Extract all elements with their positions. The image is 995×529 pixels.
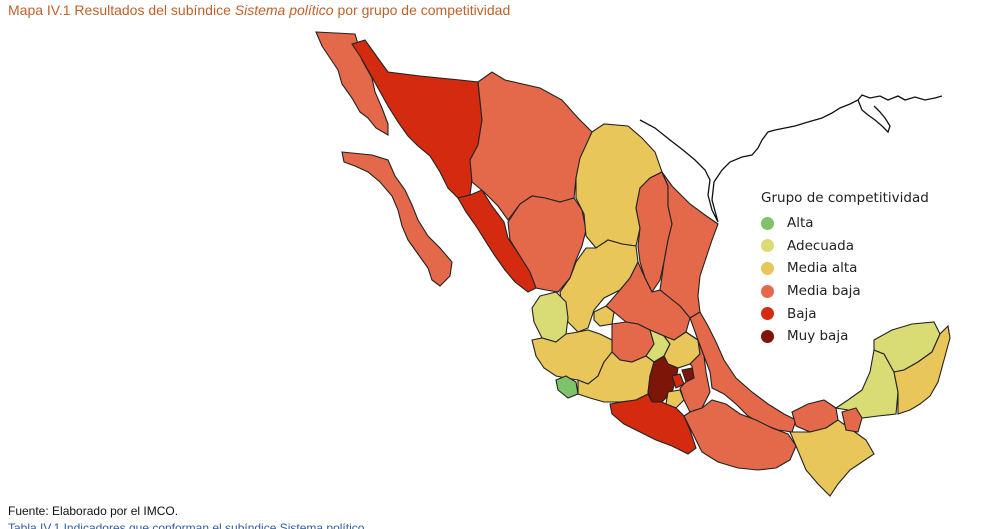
title-prefix: Mapa IV.1 Resultados del subíndice bbox=[8, 2, 235, 18]
state-guerrero bbox=[609, 393, 697, 455]
state-nayarit bbox=[531, 291, 569, 343]
legend-label: Muy baja bbox=[787, 328, 849, 345]
state-morelos bbox=[665, 389, 685, 409]
legend-label: Media baja bbox=[787, 283, 861, 300]
legend-label: Baja bbox=[787, 305, 817, 322]
legend-item: Baja bbox=[761, 302, 929, 325]
state-coahuila bbox=[575, 123, 663, 249]
legend-swatch bbox=[761, 239, 774, 253]
us-coastline bbox=[639, 94, 943, 223]
state-tamaulipas bbox=[659, 171, 719, 319]
legend-item: Alta bbox=[761, 212, 929, 235]
legend-swatch bbox=[761, 329, 774, 343]
legend-item: Muy baja bbox=[761, 325, 929, 348]
state-san-luis-potosi bbox=[605, 260, 691, 341]
legend: Grupo de competitividad Alta Adecuada Medi… bbox=[761, 190, 929, 348]
legend-title: Grupo de competitividad bbox=[761, 190, 929, 206]
legend-swatch bbox=[761, 284, 774, 298]
legend-swatch bbox=[761, 261, 774, 275]
state-durango bbox=[507, 195, 587, 293]
state-oaxaca bbox=[683, 399, 797, 471]
state-quintana-roo bbox=[893, 324, 951, 415]
title-emphasis: Sistema político bbox=[234, 2, 334, 18]
legend-item: Media alta bbox=[761, 257, 929, 280]
legend-swatch bbox=[761, 216, 774, 230]
legend-item: Media baja bbox=[761, 280, 929, 303]
state-tabasco-east bbox=[841, 407, 863, 433]
state-baja-california-sur bbox=[341, 151, 453, 287]
source-text: Fuente: Elaborado por el IMCO. bbox=[8, 504, 179, 518]
legend-label: Adecuada bbox=[787, 237, 854, 254]
legend-item: Adecuada bbox=[761, 235, 929, 258]
legend-label: Alta bbox=[787, 215, 814, 232]
note-text: Tabla IV.1 Indicadores que conforman el … bbox=[8, 521, 365, 529]
legend-items: Alta Adecuada Media alta Media baja Baja Muy … bbox=[761, 212, 929, 348]
legend-label: Media alta bbox=[787, 260, 858, 277]
state-chiapas bbox=[789, 419, 875, 497]
map-title: Mapa IV.1 Resultados del subíndice Siste… bbox=[8, 2, 510, 18]
title-suffix: por grupo de competitividad bbox=[333, 2, 511, 18]
legend-swatch bbox=[761, 307, 774, 321]
